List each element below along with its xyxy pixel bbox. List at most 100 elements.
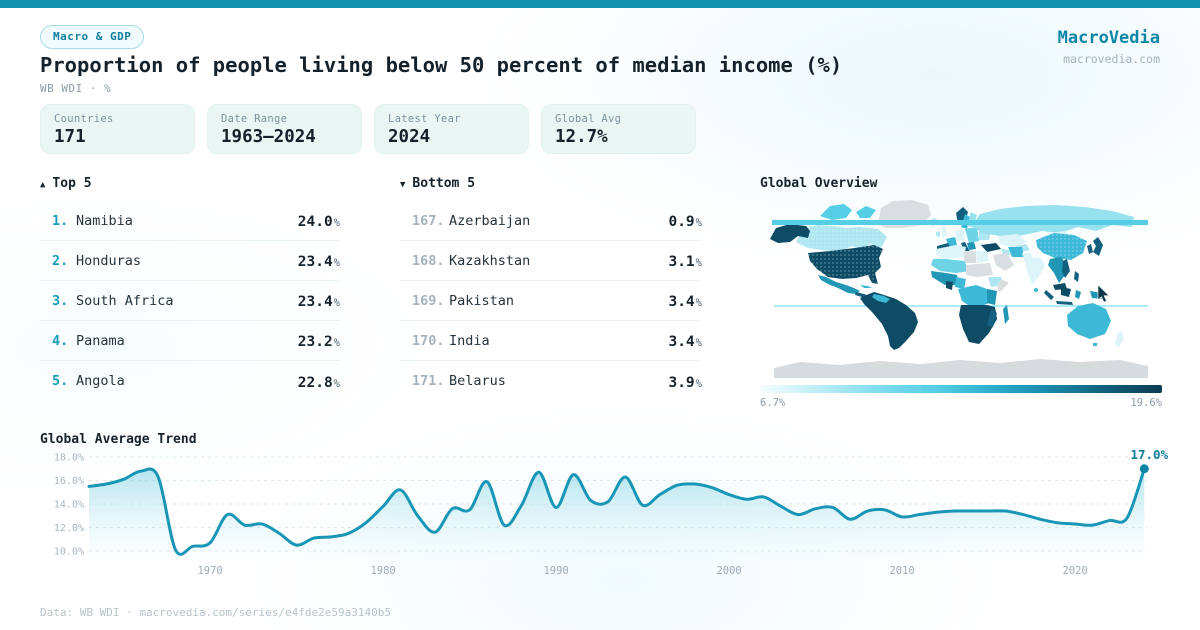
page-subtitle: WB WDI · % xyxy=(40,82,112,95)
top5-panel: ▲ Top 5 1. Namibia 24.0% 2. Honduras 23.4% 3… xyxy=(40,176,340,401)
country-name: South Africa xyxy=(76,292,174,309)
stat-label: Latest Year xyxy=(388,113,461,125)
bottom5-panel: ▼ Bottom 5 167. Azerbaijan 0.9% 168. Kazakh… xyxy=(400,176,702,401)
brand-block: MacroVedia macrovedia.com xyxy=(1058,28,1160,66)
southern-africa-region xyxy=(959,305,997,344)
country-name: Namibia xyxy=(76,212,133,229)
trend-area xyxy=(89,468,1145,560)
rank-number: 168. xyxy=(412,252,445,269)
stat-label: Global Avg xyxy=(555,113,622,125)
alaska-region xyxy=(770,224,810,243)
country-name: Kazakhstan xyxy=(449,252,531,269)
stat-label: Date Range xyxy=(221,113,288,125)
australia-region xyxy=(1067,303,1111,339)
country-value: 0.9% xyxy=(668,214,702,230)
triangle-up-icon: ▲ xyxy=(40,180,46,190)
x-axis-label: 2010 xyxy=(889,565,914,577)
trend-chart: 18.0% 16.0% 14.0% 12.0% 10.0% 1970 1980 1990 200… xyxy=(54,447,1169,577)
arctic-band xyxy=(772,220,1148,225)
legend-min-label: 6.7% xyxy=(760,397,786,409)
rank-number: 5. xyxy=(52,373,69,389)
india-region xyxy=(1025,257,1045,285)
trend-title: Global Average Trend xyxy=(40,432,197,447)
rank-number: 171. xyxy=(412,373,445,389)
country-value: 23.4% xyxy=(297,254,340,270)
country-value: 3.1% xyxy=(668,254,702,270)
footer-note: Data: WB WDI · macrovedia.com/series/e4f… xyxy=(40,606,391,619)
country-value: 3.9% xyxy=(668,374,702,391)
country-name: Honduras xyxy=(76,252,142,269)
stat-label: Countries xyxy=(54,113,114,125)
ranking-row: 2. Honduras 23.4% xyxy=(40,241,340,281)
bottom5-rows: 167. Azerbaijan 0.9% 168. Kazakhstan 3.1% 16… xyxy=(400,201,702,401)
top-accent-bar xyxy=(0,0,1200,8)
top5-title: Top 5 xyxy=(52,176,92,191)
triangle-down-icon: ▼ xyxy=(400,180,406,190)
trend-line xyxy=(87,467,1146,556)
stat-value: 1963—2024 xyxy=(221,127,316,147)
rank-number: 3. xyxy=(52,292,69,309)
ranking-row: 169. Pakistan 3.4% xyxy=(400,281,702,321)
trend-section: Global Average Trend xyxy=(40,432,197,447)
x-axis-label: 1990 xyxy=(543,565,568,577)
country-name: Angola xyxy=(76,373,125,389)
cursor-arrow-icon xyxy=(1097,284,1110,303)
bottom5-header: ▼ Bottom 5 xyxy=(400,176,702,192)
y-axis-label: 18.0% xyxy=(54,453,84,464)
stat-card-latest-year: Latest Year 2024 xyxy=(374,104,529,154)
map-legend-gradient xyxy=(760,385,1162,393)
stat-value: 2024 xyxy=(388,127,431,147)
madagascar-region xyxy=(1003,305,1009,324)
x-axis-label: 1980 xyxy=(370,565,395,577)
country-value: 24.0% xyxy=(297,214,340,230)
country-value: 3.4% xyxy=(668,294,702,310)
rank-number: 167. xyxy=(412,212,445,229)
trend-end-label: 17.0% xyxy=(1130,447,1168,462)
category-badge: Macro & GDP xyxy=(40,25,145,49)
turkey-region xyxy=(981,243,1001,252)
trend-end-dot xyxy=(1139,464,1149,474)
map-title: Global Overview xyxy=(760,176,878,191)
x-axis-label: 2020 xyxy=(1062,565,1087,577)
country-name: Belarus xyxy=(449,373,506,389)
country-value: 23.2% xyxy=(297,334,340,350)
country-name: Pakistan xyxy=(449,292,515,309)
x-axis-label: 1970 xyxy=(197,565,222,577)
ranking-row: 1. Namibia 24.0% xyxy=(40,201,340,241)
stat-value: 171 xyxy=(54,127,86,147)
south-america-region xyxy=(860,292,918,350)
y-axis-label: 12.0% xyxy=(54,523,84,534)
country-value: 23.4% xyxy=(297,294,340,310)
top5-rows: 1. Namibia 24.0% 2. Honduras 23.4% 3. South A… xyxy=(40,201,340,401)
ranking-row: 170. India 3.4% xyxy=(400,321,702,361)
brand-url: macrovedia.com xyxy=(1063,52,1160,66)
map-legend-labels: 6.7% 19.6% xyxy=(760,397,1162,409)
stat-card-countries: Countries 171 xyxy=(40,104,195,154)
country-value: 22.8% xyxy=(297,374,340,391)
country-name: Panama xyxy=(76,332,125,349)
country-name: Azerbaijan xyxy=(449,212,531,229)
rank-number: 169. xyxy=(412,292,445,309)
brand-name: MacroVedia xyxy=(1057,28,1160,48)
ranking-row: 4. Panama 23.2% xyxy=(40,321,340,361)
map-header: Global Overview xyxy=(760,176,1162,192)
rank-number: 170. xyxy=(412,332,445,349)
stat-card-global-avg: Global Avg 12.7% xyxy=(541,104,696,154)
rank-number: 2. xyxy=(52,252,69,269)
bottom5-title: Bottom 5 xyxy=(412,176,476,191)
world-map xyxy=(770,200,1148,378)
top5-header: ▲ Top 5 xyxy=(40,176,340,192)
y-axis-label: 10.0% xyxy=(54,547,84,558)
mexico-region xyxy=(818,275,860,294)
country-value: 3.4% xyxy=(668,334,702,350)
ranking-row: 3. South Africa 23.4% xyxy=(40,281,340,321)
antarctica-region xyxy=(774,359,1148,378)
ranking-row: 171. Belarus 3.9% xyxy=(400,361,702,401)
stat-value: 12.7% xyxy=(555,127,608,147)
rank-number: 1. xyxy=(52,212,69,229)
stat-card-date-range: Date Range 1963—2024 xyxy=(207,104,362,154)
ranking-row: 168. Kazakhstan 3.1% xyxy=(400,241,702,281)
page-title: Proportion of people living below 50 per… xyxy=(40,53,843,77)
stats-row: Countries 171 Date Range 1963—2024 Lates… xyxy=(40,104,696,154)
